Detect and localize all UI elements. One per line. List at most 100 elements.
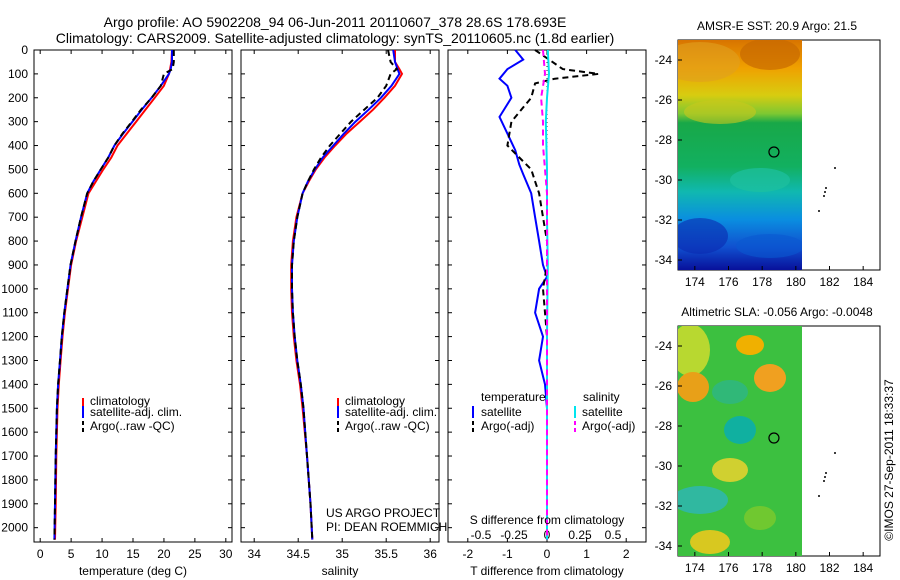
- difference-legend-temp-argo: Argo(-adj): [481, 419, 534, 433]
- depth-tick-label: 1100: [2, 306, 28, 320]
- x-tick-label: 0: [37, 547, 44, 561]
- series-line: [506, 49, 599, 540]
- depth-tick-label: 300: [8, 115, 28, 129]
- sst-map-title: AMSR-E SST: 20.9 Argo: 21.5: [697, 19, 857, 33]
- difference-panel: -2 -1 0 1 2 -0.5 -0.25 0 0.25 0.5 S difference f…: [447, 49, 647, 578]
- sst-float-marker: [768, 146, 780, 158]
- temperature-panel: 0100200300400500600700800900100011001200…: [1, 43, 233, 578]
- lon-tick-label: 176: [718, 275, 738, 289]
- x-tick-label: 25: [188, 547, 202, 561]
- project-note: US ARGO PROJECT: [326, 506, 441, 520]
- depth-tick-label: 1000: [1, 282, 28, 296]
- lat-tick-label: -28: [655, 133, 673, 147]
- lon-tick-label: 180: [786, 275, 806, 289]
- header-line-2: Climatology: CARS2009. Satellite-adjuste…: [56, 30, 614, 46]
- lon-tick-label: 174: [685, 275, 705, 289]
- depth-tick-label: 200: [8, 91, 28, 105]
- x-tick-label: 2: [623, 547, 630, 561]
- s-tick-label: -0.5: [471, 528, 492, 542]
- difference-lines: [498, 49, 599, 540]
- x-tick-label: 30: [219, 547, 233, 561]
- x-tick-label: 5: [68, 547, 75, 561]
- sst-field: [678, 40, 802, 270]
- series-line: [291, 49, 399, 540]
- temperature-legend-argo: Argo(..raw -QC): [90, 419, 175, 433]
- depth-tick-label: 1500: [1, 401, 28, 415]
- lat-tick-label: -34: [655, 539, 673, 553]
- temperature-x-ticks: 0 5 10 15 20 25 30: [37, 50, 233, 561]
- s-tick-label: -0.25: [500, 528, 528, 542]
- depth-tick-label: 500: [8, 162, 28, 176]
- lat-tick-label: -26: [655, 93, 673, 107]
- lon-tick-label: 180: [786, 561, 806, 575]
- depth-tick-label: 1400: [1, 377, 28, 391]
- x-tick-label: 34.5: [287, 547, 311, 561]
- depth-tick-label: 1800: [1, 473, 28, 487]
- depth-tick-label: 1300: [1, 353, 28, 367]
- series-line: [498, 49, 549, 540]
- depth-tick-label: 1200: [1, 330, 28, 344]
- depth-tick-label: 900: [8, 258, 28, 272]
- lat-tick-label: -28: [655, 419, 673, 433]
- x-tick-label: -1: [502, 547, 513, 561]
- lon-tick-label: 184: [853, 561, 873, 575]
- depth-tick-label: 100: [8, 67, 28, 81]
- difference-legend-sal-title: salinity: [583, 390, 620, 404]
- temperature-legend-satellite: satellite-adj. clim.: [90, 405, 182, 419]
- difference-s-axis-label: S difference from climatology: [470, 513, 625, 527]
- lon-tick-label: 178: [752, 275, 772, 289]
- depth-tick-label: 0: [21, 43, 28, 57]
- salinity-xlabel: salinity: [322, 564, 359, 578]
- sla-field: [678, 326, 802, 556]
- salinity-panel: 34 34.5 35 35.5 36 salinity climatology sate…: [240, 49, 447, 578]
- depth-tick-label: 1700: [1, 449, 28, 463]
- lat-tick-label: -32: [655, 499, 673, 513]
- temperature-lines: [53, 49, 175, 540]
- difference-legend-temp-title: temperature: [481, 390, 546, 404]
- series-line: [53, 50, 175, 540]
- salinity-legend-climatology: climatology: [345, 394, 405, 408]
- x-tick-label: 36: [424, 547, 438, 561]
- temperature-depth-ticks: 0 100 200 300 400 500 600 700 800 900 1000 1100 1200…: [1, 43, 232, 535]
- series-line: [54, 49, 173, 540]
- depth-tick-label: 1900: [1, 497, 28, 511]
- depth-tick-label: 700: [8, 210, 28, 224]
- lon-tick-label: 178: [752, 561, 772, 575]
- lat-tick-label: -30: [655, 459, 673, 473]
- s-tick-label: 0.25: [568, 528, 592, 542]
- salinity-plot-frame: [240, 49, 440, 543]
- salinity-x-ticks: 34 34.5 35 35.5 36: [248, 50, 438, 561]
- x-tick-label: -2: [462, 547, 473, 561]
- difference-legend: temperature salinity satellite Argo(-adj…: [472, 390, 635, 433]
- salinity-legend: climatology satellite-adj. clim. Argo(..…: [337, 394, 437, 433]
- temperature-legend-climatology: climatology: [90, 394, 150, 408]
- x-tick-label: 35: [336, 547, 350, 561]
- imos-credit: ©IMOS 27-Sep-2011 18:33:37: [882, 379, 896, 541]
- lon-tick-label: 182: [819, 561, 839, 575]
- lat-tick-label: -32: [655, 213, 673, 227]
- sla-map-title: Altimetric SLA: -0.056 Argo: -0.0048: [681, 305, 873, 319]
- x-tick-label: 1: [583, 547, 590, 561]
- sst-island-dots: [818, 167, 836, 212]
- depth-tick-label: 1600: [1, 425, 28, 439]
- lat-tick-label: -24: [655, 339, 673, 353]
- lon-tick-label: 182: [819, 275, 839, 289]
- lat-tick-label: -26: [655, 379, 673, 393]
- s-tick-label: 0.5: [605, 528, 622, 542]
- lat-tick-label: -34: [655, 253, 673, 267]
- salinity-legend-satellite: satellite-adj. clim.: [345, 405, 437, 419]
- temperature-plot-frame: [33, 49, 233, 543]
- sst-map-axes: 174 176 178 180 182 184 -24 -26 -28 -30 -32 -34: [655, 53, 874, 289]
- lon-tick-label: 176: [718, 561, 738, 575]
- lat-tick-label: -30: [655, 173, 673, 187]
- lat-tick-label: -24: [655, 53, 673, 67]
- x-tick-label: 34: [248, 547, 262, 561]
- difference-legend-sal-argo: Argo(-adj): [582, 419, 635, 433]
- difference-depth-ticks: [448, 49, 646, 529]
- difference-xlabel: T difference from climatology: [470, 564, 624, 578]
- salinity-depth-ticks: [241, 49, 439, 529]
- depth-tick-label: 400: [8, 139, 28, 153]
- sla-map: Altimetric SLA: -0.056 Argo: -0.0048 174…: [655, 305, 881, 575]
